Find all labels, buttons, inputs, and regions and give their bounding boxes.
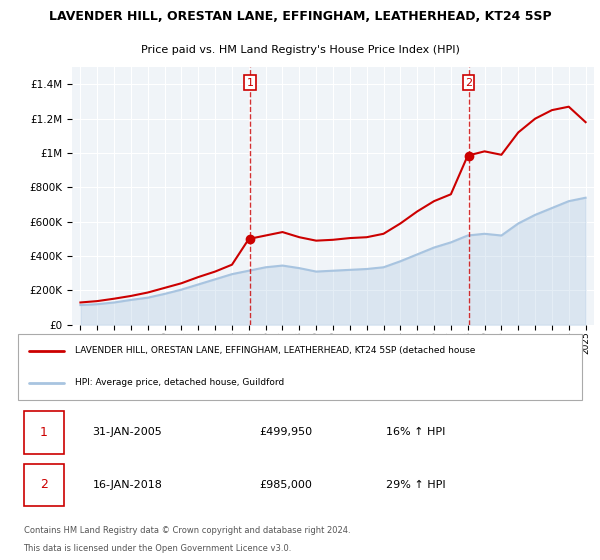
Text: 31-JAN-2005: 31-JAN-2005 [92, 427, 163, 437]
Text: 1: 1 [40, 426, 47, 439]
FancyBboxPatch shape [23, 464, 64, 506]
FancyBboxPatch shape [18, 334, 582, 400]
Text: 1: 1 [247, 77, 254, 87]
Text: £499,950: £499,950 [260, 427, 313, 437]
Text: 2: 2 [40, 478, 47, 492]
Text: 2: 2 [465, 77, 472, 87]
Text: Price paid vs. HM Land Registry's House Price Index (HPI): Price paid vs. HM Land Registry's House … [140, 45, 460, 55]
Text: 16% ↑ HPI: 16% ↑ HPI [386, 427, 446, 437]
Text: LAVENDER HILL, ORESTAN LANE, EFFINGHAM, LEATHERHEAD, KT24 5SP (detached house: LAVENDER HILL, ORESTAN LANE, EFFINGHAM, … [76, 346, 476, 355]
Text: LAVENDER HILL, ORESTAN LANE, EFFINGHAM, LEATHERHEAD, KT24 5SP: LAVENDER HILL, ORESTAN LANE, EFFINGHAM, … [49, 10, 551, 24]
Text: Contains HM Land Registry data © Crown copyright and database right 2024.: Contains HM Land Registry data © Crown c… [23, 526, 350, 535]
Text: This data is licensed under the Open Government Licence v3.0.: This data is licensed under the Open Gov… [23, 544, 292, 553]
Text: 29% ↑ HPI: 29% ↑ HPI [386, 480, 446, 490]
FancyBboxPatch shape [23, 411, 64, 454]
Text: £985,000: £985,000 [260, 480, 313, 490]
Text: HPI: Average price, detached house, Guildford: HPI: Average price, detached house, Guil… [76, 379, 284, 388]
Text: 16-JAN-2018: 16-JAN-2018 [92, 480, 163, 490]
